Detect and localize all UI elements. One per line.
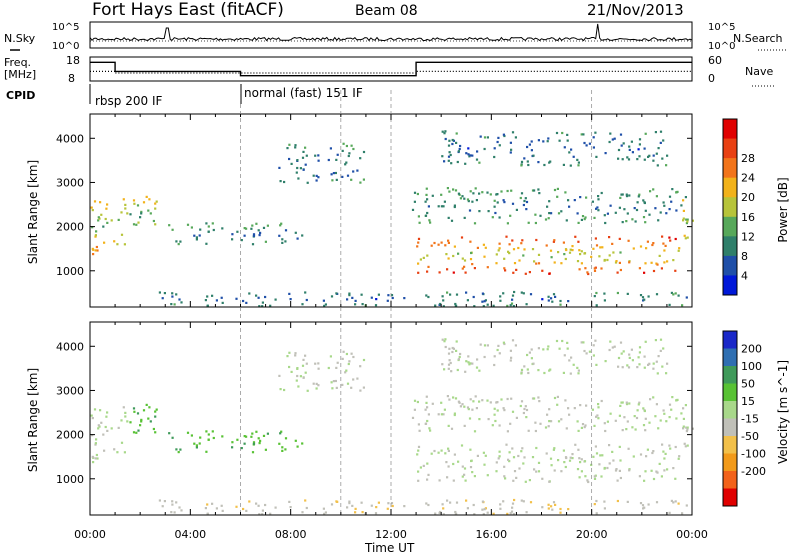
date-label: 21/Nov/2013 xyxy=(587,1,684,19)
x-tick-label: 12:00 xyxy=(375,528,407,541)
station-title: Fort Hays East (fitACF) xyxy=(92,0,284,20)
noise-left-tick-bottom: 10^0 xyxy=(52,41,79,52)
velocity-data xyxy=(90,338,694,516)
freq-tick-bottom: 8 xyxy=(68,72,75,85)
noise-panel: N.Sky 10^5 10^0 10^5 10^0 N.Search xyxy=(4,21,788,52)
velocity-scale-tick: 200 xyxy=(741,343,762,356)
velocity-scale-tick: 15 xyxy=(741,395,755,408)
velocity-colorbar-cell xyxy=(723,383,737,402)
y-tick-label: 2000 xyxy=(56,221,84,234)
power-colorbar-cell xyxy=(723,177,737,198)
power-colorbar-cell xyxy=(723,158,737,179)
velocity-colorbar-cell xyxy=(723,401,737,419)
velocity-scale-tick: -15 xyxy=(741,413,759,426)
cpid-row: CPID rbsp 200 IF normal (fast) 151 IF xyxy=(6,84,363,108)
freq-label: Freq. xyxy=(4,56,31,69)
y-tick-label: 4000 xyxy=(56,340,84,353)
axes: 1000 2000 3000 4000 1000 2000 3000 4000 00:00 04:… xyxy=(56,114,708,541)
velocity-colorbar-cell xyxy=(723,366,737,384)
velocity-scale-tick: -50 xyxy=(741,430,759,443)
power-colorbar: 4 8 12 16 20 24 28 xyxy=(722,118,755,296)
power-colorbar-cell xyxy=(723,197,737,218)
noise-right-label: N.Search xyxy=(733,32,783,45)
velocity-scale-label: Velocity [m s^-1] xyxy=(776,360,790,464)
nave-label: Nave xyxy=(745,65,773,78)
velocity-colorbar-cell xyxy=(723,488,737,507)
frequency-line xyxy=(90,61,692,77)
velocity-scale-tick: 50 xyxy=(741,378,755,391)
velocity-y-label: Slant Range [km] xyxy=(26,368,40,472)
frequency-panel: Freq. [MHz] 18 8 60 0 Nave xyxy=(4,54,775,87)
power-scale-label: Power [dB] xyxy=(776,177,790,242)
velocity-colorbar-cell xyxy=(723,348,737,367)
power-scale-tick: 12 xyxy=(741,230,755,243)
velocity-colorbar-cell xyxy=(723,471,737,489)
velocity-colorbar-cell xyxy=(723,436,737,454)
y-tick-label: 2000 xyxy=(56,429,84,442)
power-scale-tick: 24 xyxy=(741,172,755,185)
x-tick-label: 00:00 xyxy=(676,528,708,541)
x-tick-label: 20:00 xyxy=(576,528,608,541)
velocity-scale-tick: 100 xyxy=(741,360,762,373)
power-scale-tick: 16 xyxy=(741,211,755,224)
x-tick-label: 04:00 xyxy=(174,528,206,541)
velocity-colorbar-cell xyxy=(723,331,737,349)
cpid-segment-rbsp: rbsp 200 IF xyxy=(95,94,162,108)
noise-right-tick-bottom: 10^0 xyxy=(708,41,735,52)
power-colorbar-cell xyxy=(723,275,737,296)
nave-line xyxy=(90,70,692,74)
power-colorbar-cell xyxy=(723,119,737,140)
nave-tick-bottom: 0 xyxy=(708,72,715,85)
noise-right-tick-top: 10^5 xyxy=(708,22,735,33)
velocity-colorbar-cell xyxy=(723,453,737,472)
power-scale-tick: 8 xyxy=(741,250,748,263)
x-tick-label: 08:00 xyxy=(275,528,307,541)
freq-units: [MHz] xyxy=(4,68,36,81)
power-scale-tick: 4 xyxy=(741,269,748,282)
beam-label: Beam 08 xyxy=(355,3,418,19)
y-tick-label: 1000 xyxy=(56,473,84,486)
cpid-segment-normal: normal (fast) 151 IF xyxy=(244,86,363,100)
velocity-scale-tick: -200 xyxy=(741,465,766,478)
y-tick-label: 3000 xyxy=(56,384,84,397)
nave-tick-top: 60 xyxy=(708,54,722,67)
noise-left-tick-top: 10^5 xyxy=(52,22,79,33)
power-scale-tick: 20 xyxy=(741,191,755,204)
power-colorbar-cell xyxy=(723,216,737,237)
cpid-label: CPID xyxy=(6,89,35,102)
velocity-colorbar: 200 100 50 15 -15 -50 -100 -200 xyxy=(722,330,766,507)
y-tick-label: 4000 xyxy=(56,132,84,145)
y-tick-label: 3000 xyxy=(56,176,84,189)
power-colorbar-cell xyxy=(723,236,737,257)
power-colorbar-cell xyxy=(723,255,737,276)
x-tick-label: 16:00 xyxy=(475,528,507,541)
freq-tick-top: 18 xyxy=(66,54,80,67)
power-data xyxy=(90,130,694,308)
power-colorbar-cell xyxy=(723,138,737,159)
noise-sky-trace xyxy=(89,23,693,42)
y-tick-label: 1000 xyxy=(56,265,84,278)
x-tick-label: 00:00 xyxy=(74,528,106,541)
power-y-label: Slant Range [km] xyxy=(26,160,40,264)
velocity-scale-tick: -100 xyxy=(741,448,766,461)
power-scale-tick: 28 xyxy=(741,152,755,165)
velocity-colorbar-cell xyxy=(723,418,737,437)
x-axis-label: Time UT xyxy=(364,541,415,554)
power-panel xyxy=(89,113,694,308)
noise-left-label: N.Sky xyxy=(4,32,36,45)
